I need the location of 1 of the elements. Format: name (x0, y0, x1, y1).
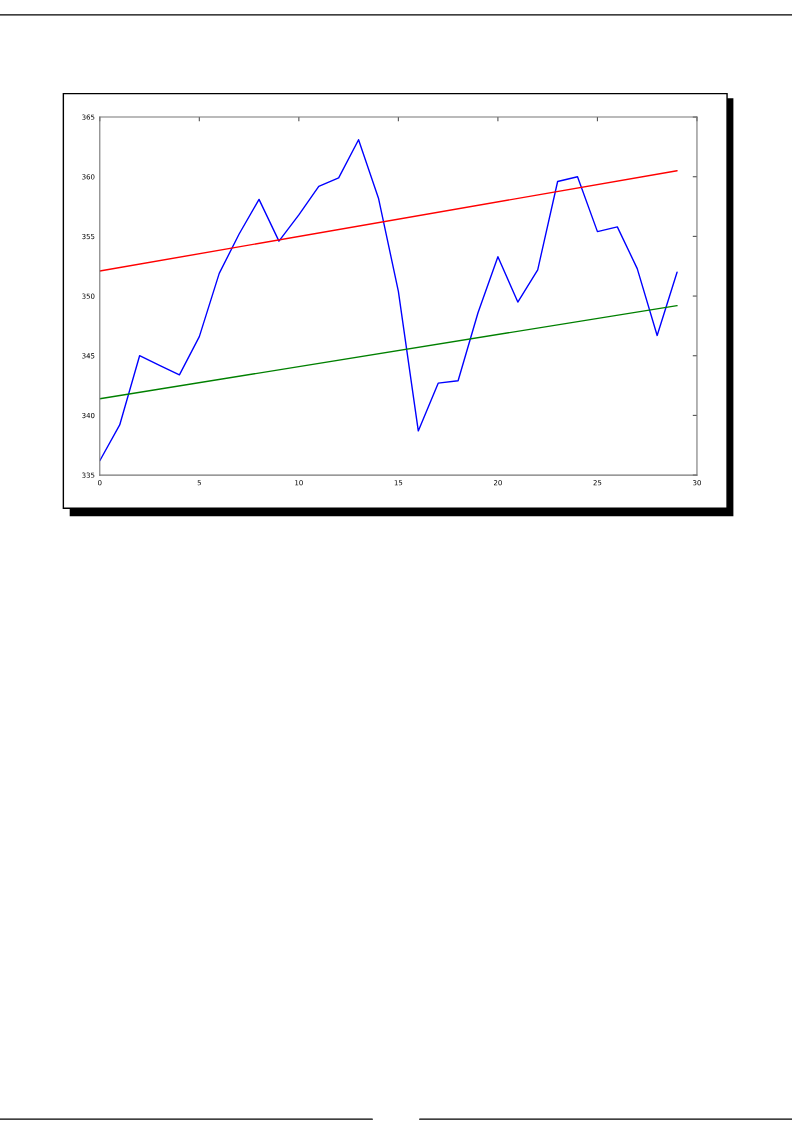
line-series (99, 139, 678, 462)
